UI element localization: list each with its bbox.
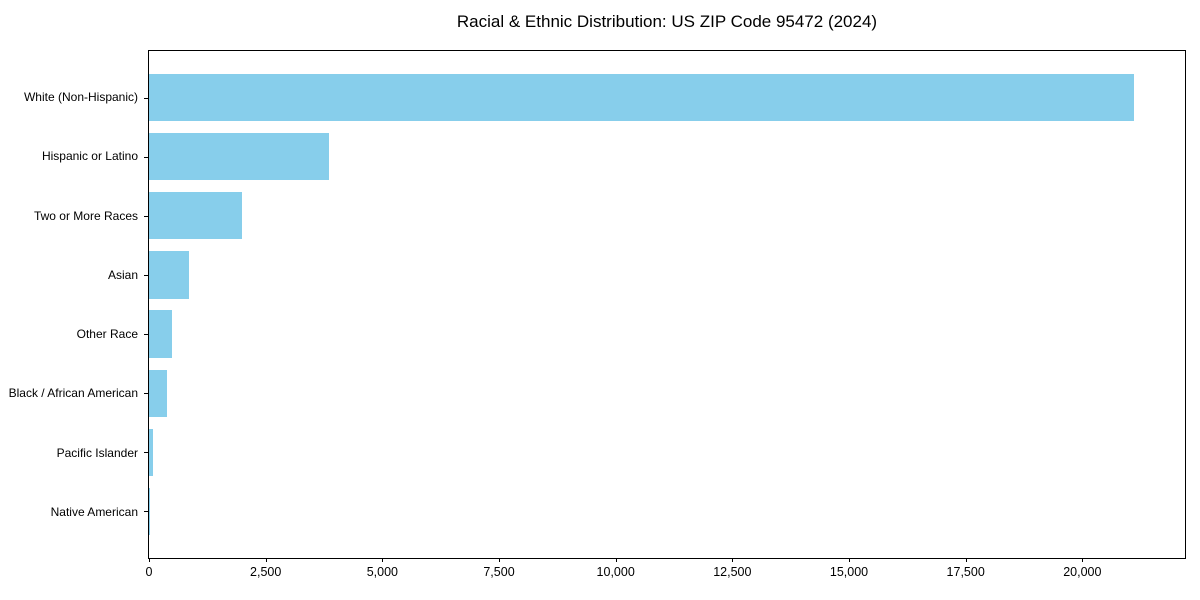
bar-black-african-american — [149, 369, 168, 417]
x-tick-mark — [499, 558, 500, 562]
x-tick-label: 12,500 — [713, 565, 752, 579]
x-tick-label: 5,000 — [366, 565, 398, 579]
y-tick-mark — [144, 511, 148, 513]
x-tick-label: 7,500 — [483, 565, 515, 579]
x-tick-mark — [265, 558, 267, 562]
bar-other-race — [149, 310, 172, 358]
x-tick-mark — [149, 558, 150, 562]
y-tick-mark — [144, 156, 148, 158]
y-axis-label-asian: Asian — [107, 267, 138, 282]
y-tick-mark — [144, 274, 148, 276]
x-tick-mark — [615, 558, 617, 562]
x-tick-mark — [965, 558, 967, 562]
y-axis-label-other-race: Other Race — [76, 327, 138, 342]
chart-title: Racial & Ethnic Distribution: US ZIP Cod… — [456, 12, 878, 31]
y-axis-labels: White (Non-Hispanic) Hispanic or Latino Tw… — [0, 50, 140, 559]
y-tick-mark — [144, 97, 148, 99]
y-tick-mark — [144, 215, 148, 217]
x-tick-mark — [849, 558, 850, 562]
y-axis-label-white-non-hispanic: White (Non-Hispanic) — [23, 89, 138, 104]
x-tick-mark — [732, 558, 734, 562]
x-tick-label: 2,500 — [250, 565, 282, 579]
x-tick-label: 10,000 — [596, 565, 635, 579]
x-tick-label: 17,500 — [946, 565, 985, 579]
y-axis-label-two-or-more-races: Two or More Races — [33, 208, 138, 223]
x-tick-mark — [382, 558, 384, 562]
bar-pacific-islander — [149, 428, 153, 476]
plot-area: 0 2,500 5,000 7,500 10,000 12,500 15,000 17,500… — [144, 50, 1186, 579]
x-tick-label: 20,000 — [1063, 565, 1102, 579]
bar-hispanic-or-latino — [149, 133, 329, 181]
x-tick-mark — [1082, 558, 1084, 562]
y-axis-label-pacific-islander: Pacific Islander — [56, 445, 138, 460]
y-tick-mark — [144, 393, 148, 395]
bar-white-non-hispanic — [149, 74, 1134, 122]
y-axis-label-black-african-american: Black / African American — [8, 386, 138, 401]
y-axis-label-native-american: Native American — [50, 505, 138, 520]
x-tick-label: 0 — [145, 565, 153, 579]
bar-two-or-more-races — [149, 192, 243, 240]
y-axis-label-hispanic-or-latino: Hispanic or Latino — [41, 149, 138, 164]
y-tick-mark — [144, 452, 148, 454]
bar-asian — [149, 251, 189, 299]
y-tick-mark — [144, 334, 148, 336]
x-tick-label: 15,000 — [829, 565, 869, 579]
